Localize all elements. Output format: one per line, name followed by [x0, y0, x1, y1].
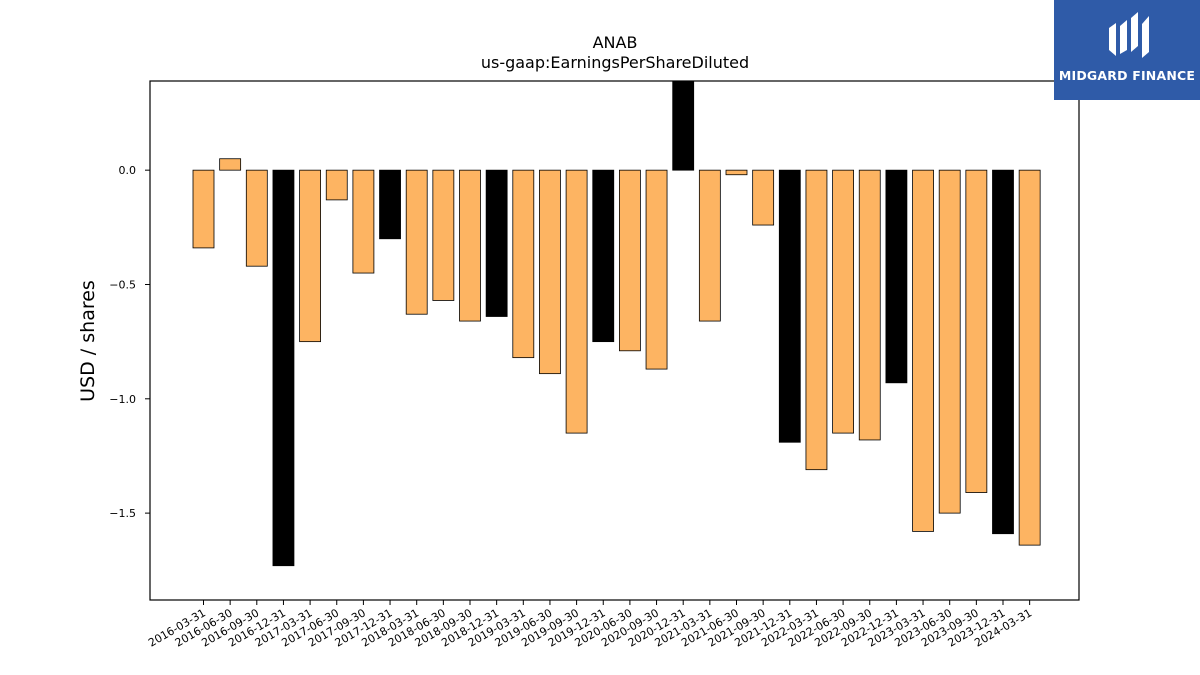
bar-2021-03-31 [698, 169, 721, 322]
bar-2017-12-31 [379, 169, 401, 240]
bar-2022-06-30 [832, 169, 854, 434]
bar-2023-06-30 [938, 169, 961, 514]
bar-2020-06-30 [619, 169, 641, 352]
bar-2023-12-31 [992, 169, 1014, 535]
bar-2021-09-30 [752, 169, 775, 226]
bar-2017-09-30 [352, 169, 375, 274]
logo-text: MIDGARD FINANCE [1058, 68, 1196, 83]
y-axis-label: USD / shares [77, 280, 99, 402]
bar-2019-09-30 [565, 169, 588, 434]
bar-2020-12-31 [672, 80, 695, 171]
y-tick-label: 0.0 [119, 164, 137, 177]
plot-area-frame [149, 80, 1080, 601]
bar-2022-09-30 [858, 169, 881, 441]
bar-2019-06-30 [539, 169, 561, 375]
bar-2020-09-30 [645, 169, 668, 370]
midgard-finance-logo-icon [1109, 12, 1149, 58]
bar-2023-09-30 [965, 169, 988, 493]
chart-subtitle: us-gaap:EarningsPerShareDiluted [481, 53, 749, 72]
bar-2019-03-31 [512, 169, 535, 359]
y-tick-label: −1.0 [109, 393, 136, 406]
bar-2018-09-30 [459, 169, 481, 322]
bar-2016-06-30 [219, 158, 242, 171]
bar-2022-12-31 [885, 169, 908, 384]
bar-2018-03-31 [405, 169, 428, 315]
bar-2018-12-31 [485, 169, 508, 317]
bar-2019-12-31 [592, 169, 615, 343]
y-tick-label: −0.5 [109, 278, 136, 291]
midgard-finance-logo: MIDGARD FINANCE [1054, 0, 1200, 100]
bar-2017-03-31 [299, 169, 322, 343]
bar-2021-06-30 [725, 169, 748, 176]
bar-2018-06-30 [432, 169, 455, 301]
bar-2016-03-31 [192, 169, 215, 249]
bars-group [192, 80, 1041, 567]
bar-2021-12-31 [778, 169, 801, 443]
bar-2016-09-30 [245, 169, 268, 267]
bar-2022-03-31 [805, 169, 828, 471]
chart-title: ANAB [593, 33, 638, 52]
x-axis-ticks: 2016-03-312016-06-302016-09-302016-12-31… [146, 600, 1034, 650]
bar-2017-06-30 [325, 169, 348, 201]
bar-2024-03-31 [1018, 169, 1041, 546]
y-tick-label: −1.5 [109, 507, 136, 520]
bar-2023-03-31 [912, 169, 934, 532]
y-axis-ticks: 0.0 −0.5 −1.0 −1.5 [109, 164, 150, 520]
bar-2016-12-31 [272, 169, 295, 567]
